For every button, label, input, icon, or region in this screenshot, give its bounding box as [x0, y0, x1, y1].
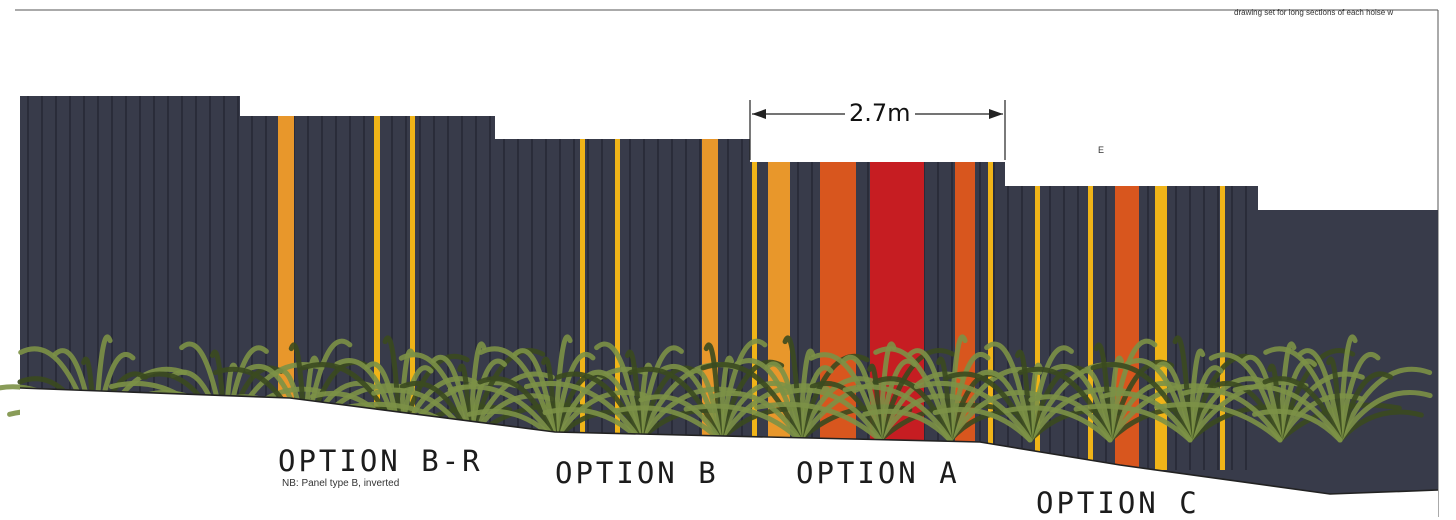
palm-frond: [913, 381, 1033, 443]
batten-yellow: [374, 116, 380, 470]
palm-frond: [703, 342, 723, 443]
palm-frond: [984, 341, 1033, 443]
palm-frond: [585, 369, 643, 443]
palm-frond: [627, 366, 723, 443]
ground-profile: [20, 388, 1438, 517]
palm-frond: [398, 352, 473, 443]
palm-frond: [523, 381, 643, 443]
batten-yellow: [410, 116, 415, 470]
palm-frond: [659, 363, 723, 443]
option-a-label: OPTION A: [796, 456, 960, 490]
option-b-label: OPTION B: [555, 456, 719, 490]
palm-frond: [947, 334, 968, 443]
palm-frond: [781, 387, 883, 443]
palm-frond: [873, 346, 953, 443]
batten-yellow: [988, 162, 993, 470]
palm-frond: [1027, 386, 1132, 443]
palm-frond: [552, 334, 573, 443]
dimension-arrow-right: [989, 109, 1003, 119]
palm-frond: [808, 352, 883, 443]
palm-frond: [1262, 376, 1343, 443]
palm-frond: [700, 362, 803, 443]
palm-frond: [1099, 390, 1193, 443]
palm-frond: [1090, 362, 1193, 443]
batten-yellow: [615, 139, 620, 470]
ground-line: [19, 387, 1439, 495]
palm-plant: [683, 335, 919, 443]
palm-frond: [709, 390, 803, 443]
palm-plant: [1232, 334, 1433, 443]
palm-frond: [594, 341, 643, 443]
palm-frond: [478, 346, 558, 443]
palm-frond: [932, 407, 1033, 443]
option-b-r-note: NB: Panel type B, inverted: [282, 478, 400, 489]
palm-frond: [1107, 338, 1158, 443]
palm-frond: [1297, 348, 1343, 443]
palm-frond: [717, 338, 768, 443]
palm-plant: [523, 341, 742, 443]
dimension-arrow-left: [752, 109, 766, 119]
batten-yellow: [580, 139, 585, 470]
palm-frond: [1263, 346, 1343, 443]
palm-frond: [1232, 384, 1343, 443]
palm-frond: [1337, 366, 1433, 443]
palm-frond: [945, 371, 1033, 443]
palm-frond: [1017, 366, 1113, 443]
palm-frond: [1172, 335, 1193, 443]
palm-frond: [638, 394, 723, 443]
palm-frond: [477, 376, 558, 443]
palm-frond: [1181, 387, 1283, 443]
palm-frond: [637, 345, 684, 443]
palm-frond: [734, 358, 803, 443]
batten-yellow: [1155, 186, 1167, 470]
palm-frond: [1028, 394, 1113, 443]
palm-frond: [842, 384, 953, 443]
palm-frond: [512, 348, 558, 443]
palm-frond: [1252, 408, 1343, 443]
palm-frond: [1027, 345, 1074, 443]
palm-frond: [754, 401, 883, 443]
drawing-note: drawing set for long sections of each ho…: [1234, 8, 1394, 17]
palm-frond: [1277, 341, 1297, 443]
palm-frond: [637, 386, 742, 443]
palm-frond: [782, 335, 803, 443]
batten-yellow: [1088, 186, 1093, 470]
palm-frond: [1049, 363, 1113, 443]
palm-frond: [683, 403, 803, 443]
palm-frond: [1241, 354, 1283, 443]
palm-frond: [1124, 358, 1193, 443]
palm-frond: [809, 380, 883, 443]
batten-yellow: [1035, 186, 1040, 470]
option-c-label: OPTION C: [1036, 486, 1200, 520]
palm-frond: [1209, 380, 1283, 443]
palm-frond: [907, 348, 953, 443]
option-b-r-label: OPTION B-R: [278, 444, 483, 478]
palm-frond: [1337, 390, 1433, 443]
palm-frond: [841, 354, 883, 443]
batten-yellow: [1220, 186, 1225, 470]
palm-frond: [447, 384, 558, 443]
dimension-label: 2.7m: [845, 99, 915, 127]
palm-frond: [1093, 342, 1113, 443]
palm-frond: [1154, 401, 1283, 443]
section-marker: E: [1098, 145, 1105, 155]
palm-frond: [542, 407, 643, 443]
palm-frond: [1003, 405, 1113, 443]
palm-frond: [1337, 334, 1358, 443]
batten-yellow: [752, 162, 757, 470]
palm-frond: [1073, 403, 1193, 443]
palm-frond: [877, 341, 897, 443]
palm-frond: [975, 369, 1033, 443]
palm-frond: [613, 405, 723, 443]
palm-frond: [555, 371, 643, 443]
palm-frond: [1208, 352, 1283, 443]
palm-frond: [862, 408, 953, 443]
